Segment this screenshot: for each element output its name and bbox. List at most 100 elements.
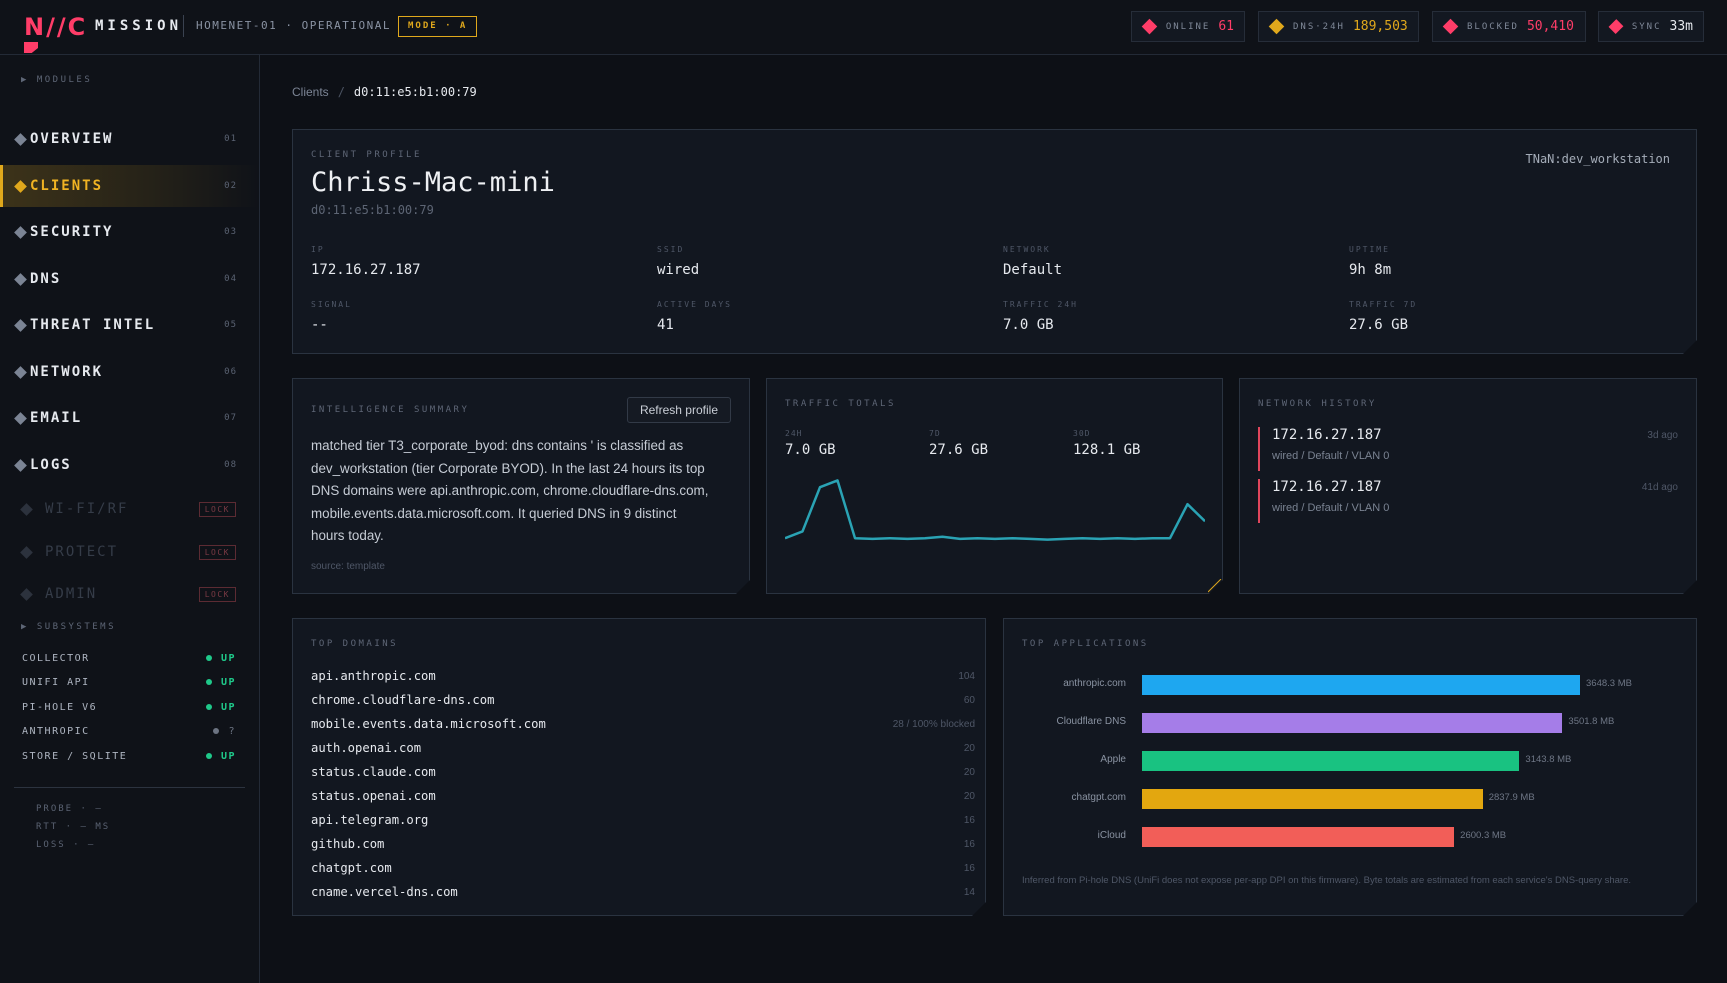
domain-row[interactable]: status.claude.com 20 (311, 760, 975, 784)
subsystem-anthropic: ANTHROPIC ? (22, 722, 236, 740)
nav-item-protect-locked: PROTECT LOCK (0, 531, 259, 573)
refresh-profile-button[interactable]: Refresh profile (626, 397, 731, 423)
total-value: 7.0 GB (785, 442, 836, 458)
domain-count: 16 (963, 814, 975, 826)
field-label: SSID (657, 245, 685, 254)
diamond-icon (14, 458, 27, 472)
domain-row[interactable]: auth.openai.com 20 (311, 736, 975, 760)
nav-number: 01 (224, 134, 237, 144)
application-name: anthropic.com (1063, 678, 1126, 689)
application-value: 3501.8 MB (1568, 716, 1615, 727)
domain-name: status.openai.com (311, 789, 436, 803)
domain-name: chrome.cloudflare-dns.com (311, 693, 495, 707)
nav-item-clients[interactable]: CLIENTS 02 (0, 165, 259, 207)
host-status: HOMENET-01 · OPERATIONAL (196, 19, 391, 32)
status-text: UP (220, 701, 236, 713)
application-name: chatgpt.com (1071, 792, 1126, 803)
total-label: 24H (785, 429, 803, 438)
nav-label: THREAT INTEL (30, 317, 156, 333)
diamond-icon (20, 587, 33, 601)
status-text: UP (220, 652, 236, 664)
nav-item-threat-intel[interactable]: THREAT INTEL 05 (0, 304, 259, 346)
panel-corner (1683, 902, 1697, 916)
nav-label: CLIENTS (30, 178, 104, 194)
history-entry: 172.16.27.187 wired / Default / VLAN 0 3… (1258, 427, 1678, 471)
application-row: Apple 3143.8 MB (1004, 750, 1694, 772)
domain-name: status.claude.com (311, 765, 436, 779)
stat-value: 61 (1218, 19, 1234, 34)
domain-count: 14 (963, 886, 975, 898)
domain-count: 60 (963, 694, 975, 706)
nav-item-logs[interactable]: LOGS 08 (0, 444, 259, 486)
domain-row[interactable]: chatgpt.com 16 (311, 856, 975, 880)
field-value: 27.6 GB (1349, 317, 1409, 333)
nav-label: SECURITY (30, 224, 114, 240)
domain-row[interactable]: api.telegram.org 16 (311, 808, 975, 832)
domain-row[interactable]: mobile.events.data.microsoft.com 28 / 100… (311, 712, 975, 736)
application-row: Cloudflare DNS 3501.8 MB (1004, 712, 1694, 734)
app-name: MISSION (95, 18, 183, 34)
top-applications-panel: TOP APPLICATIONS anthropic.com 3648.3 MB… (1003, 618, 1697, 916)
logo-mark-icon (24, 42, 38, 53)
application-bar (1142, 827, 1455, 847)
field-value: Default (1003, 262, 1063, 278)
stat-value: 189,503 (1352, 19, 1408, 34)
stat-label: ONLINE (1165, 21, 1211, 32)
history-ago: 41d ago (1641, 482, 1678, 493)
domain-row[interactable]: status.openai.com 20 (311, 784, 975, 808)
status-badge: UP (205, 652, 236, 664)
domain-row[interactable]: api.anthropic.com 104 (311, 664, 975, 688)
diamond-icon (1442, 18, 1459, 35)
field-uptime: UPTIME 9h 8m (1349, 245, 1391, 278)
domain-count: 16 (963, 838, 975, 850)
panel-corner (972, 902, 986, 916)
domain-name: mobile.events.data.microsoft.com (311, 717, 546, 731)
traffic-totals-panel: TRAFFIC TOTALS 24H 7.0 GB 7D 27.6 GB 30D… (766, 378, 1223, 594)
total-value: 27.6 GB (929, 442, 989, 458)
nav-label: EMAIL (30, 410, 83, 426)
mode-badge[interactable]: MODE · A (398, 16, 478, 37)
nav-item-network[interactable]: NETWORK 06 (0, 351, 259, 393)
field-value: 7.0 GB (1003, 317, 1054, 333)
history-ago: 3d ago (1647, 430, 1678, 441)
panel-title: TOP DOMAINS (311, 639, 399, 649)
nav-item-admin-locked: ADMIN LOCK (0, 573, 259, 615)
nav-label: NETWORK (30, 364, 104, 380)
nav-item-overview[interactable]: OVERVIEW 01 (0, 118, 259, 160)
field-traffic-24h: TRAFFIC 24H 7.0 GB (1003, 300, 1078, 333)
breadcrumb-separator: / (337, 85, 345, 99)
domain-row[interactable]: github.com 16 (311, 832, 975, 856)
application-value: 3648.3 MB (1586, 678, 1632, 689)
domain-row[interactable]: chrome.cloudflare-dns.com 60 (311, 688, 975, 712)
total-label: 7D (929, 429, 941, 438)
application-value: 3143.8 MB (1525, 754, 1572, 765)
history-ip: 172.16.27.187 (1272, 427, 1382, 443)
nav-item-security[interactable]: SECURITY 03 (0, 211, 259, 253)
top-domains-panel: TOP DOMAINS api.anthropic.com 104 chrome.… (292, 618, 986, 916)
field-value: 9h 8m (1349, 262, 1392, 278)
nav-number: 02 (224, 181, 237, 191)
breadcrumb-clients-link[interactable]: Clients (292, 85, 329, 99)
nav-item-email[interactable]: EMAIL 07 (0, 397, 259, 439)
domain-name: cname.vercel-dns.com (311, 885, 458, 899)
domain-name: api.anthropic.com (311, 669, 436, 683)
subsystem-collector: COLLECTOR UP (22, 649, 236, 667)
domain-count: 20 (963, 790, 975, 802)
breadcrumb: Clients / d0:11:e5:b1:00:79 (292, 85, 477, 99)
diamond-icon (14, 225, 27, 239)
corner-accent (1208, 579, 1222, 593)
panel-title: CLIENT PROFILE (311, 150, 422, 160)
application-row: iCloud 2600.3 MB (1004, 826, 1694, 848)
subsystem-unifi-api: UNIFI API UP (22, 673, 236, 691)
field-value: 41 (657, 317, 674, 333)
status-dot-icon (205, 704, 212, 710)
diamond-icon (14, 132, 27, 146)
domain-row[interactable]: cname.vercel-dns.com 14 (311, 880, 975, 904)
panel-corner (1683, 340, 1697, 354)
divider (14, 787, 245, 788)
application-bar (1142, 789, 1483, 809)
nav-item-dns[interactable]: DNS 04 (0, 258, 259, 300)
breadcrumb-current: d0:11:e5:b1:00:79 (353, 85, 477, 99)
domain-count: 104 (958, 670, 975, 682)
application-value: 2837.9 MB (1488, 792, 1535, 803)
